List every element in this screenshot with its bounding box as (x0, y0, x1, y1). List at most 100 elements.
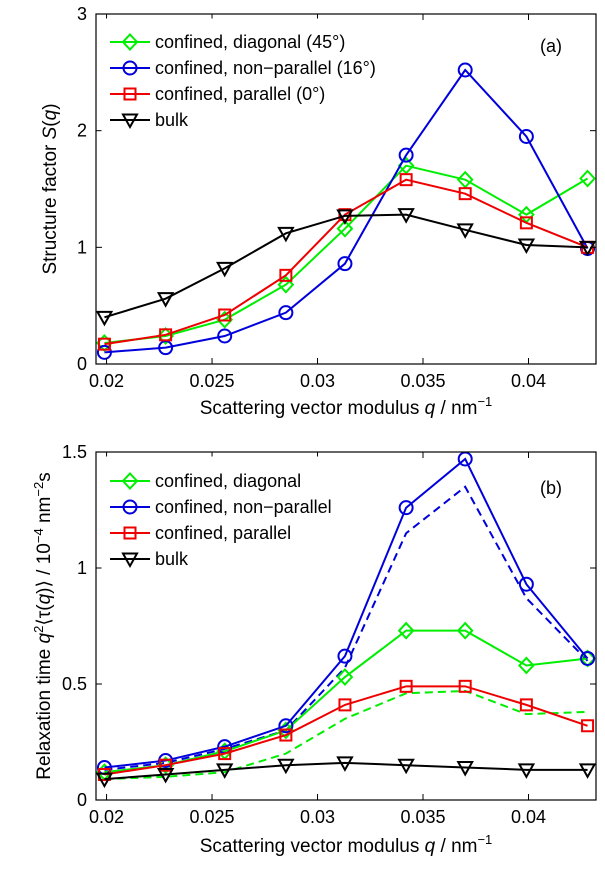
panel-label: (a) (540, 36, 562, 56)
data-point (336, 209, 354, 225)
panel-a: 0.02 0.025 0.03 0.035 0.04 0 1 2 3 Scattering ve… (40, 4, 597, 419)
data-point (456, 223, 474, 239)
legend-label: confined, parallel (155, 523, 291, 543)
data-point (456, 621, 474, 640)
legend-box (101, 18, 403, 134)
data-point (397, 208, 415, 224)
plot-frame (95, 13, 597, 365)
y-tick-label: 1.5 (62, 442, 87, 462)
data-point (578, 240, 597, 257)
x-tick-label: 0.035 (400, 371, 445, 391)
series-line (104, 213, 588, 319)
data-point (279, 268, 293, 282)
y-axis-label: Relaxation time q2⟨τ(q)⟩ / 10−4 nm−2s (31, 472, 55, 779)
x-tick-label: 0.02 (89, 807, 124, 827)
data-point (338, 698, 352, 712)
data-point (159, 328, 173, 342)
y-tick-label: 0 (77, 354, 87, 374)
y-tick-label: 1 (77, 237, 87, 257)
data-point (397, 758, 415, 775)
data-point (458, 679, 472, 693)
legend-label: bulk (155, 549, 189, 569)
x-tick-label: 0.035 (400, 807, 445, 827)
data-point (156, 292, 175, 308)
data-point (95, 310, 114, 327)
data-point (218, 308, 232, 322)
data-point (517, 763, 536, 779)
legend-label: confined, diagonal (155, 471, 301, 491)
legend-label: bulk (155, 110, 189, 130)
legend-marker (123, 87, 137, 101)
data-point (215, 763, 234, 779)
panel-b: 0.02 0.025 0.03 0.035 0.04 0 0.5 1 1.5 Scatterin… (31, 442, 597, 857)
data-point (579, 169, 596, 188)
data-point (519, 216, 533, 230)
data-point (95, 772, 114, 789)
legend-label: confined, non−parallel (155, 497, 332, 517)
dashed-series-line (104, 485, 589, 771)
data-point (578, 763, 597, 779)
data-point (456, 761, 474, 777)
data-point (218, 747, 232, 761)
y-axis-label: Structure factor S(q) (40, 103, 61, 274)
series-line (104, 685, 588, 776)
data-point (457, 62, 473, 78)
data-point (277, 275, 295, 294)
x-tick-label: 0.025 (190, 807, 235, 827)
y-tick-label: 1 (77, 558, 87, 578)
plot-frame (95, 451, 597, 801)
data-point (337, 256, 353, 272)
x-tick-label: 0.02 (89, 371, 124, 391)
data-point (159, 758, 173, 772)
series-line (104, 164, 589, 344)
data-point (336, 219, 354, 238)
data-point (398, 147, 414, 163)
data-point (399, 679, 413, 693)
data-point (337, 648, 353, 664)
x-tick-label: 0.025 (190, 371, 235, 391)
data-point (97, 337, 111, 351)
data-point (215, 261, 234, 278)
y-tick-label: 0.5 (62, 674, 87, 694)
data-point (278, 305, 294, 321)
x-axis-label: Scattering vector modulus q / nm−1 (200, 832, 493, 857)
data-point (399, 173, 413, 187)
legend-label: confined, non−parallel (16°) (155, 58, 376, 78)
legend-marker (123, 526, 137, 540)
legend-marker (122, 499, 138, 515)
series-line (104, 178, 588, 346)
series-line (104, 457, 589, 769)
legend-label: confined, parallel (0°) (155, 84, 325, 104)
data-point (279, 728, 293, 742)
data-point (96, 344, 112, 360)
data-point (581, 719, 595, 733)
data-point (458, 187, 472, 201)
data-point (580, 650, 596, 666)
data-point (518, 129, 534, 144)
legend-box (101, 456, 363, 572)
legend-marker (121, 113, 139, 130)
legend-marker (121, 472, 139, 490)
legend-marker (121, 33, 139, 51)
data-point (517, 238, 536, 255)
x-tick-label: 0.03 (300, 371, 335, 391)
data-point (518, 656, 535, 675)
data-point (277, 758, 295, 775)
x-axis-label: Scattering vector modulus q / nm−1 (200, 394, 493, 419)
data-point (336, 756, 354, 772)
legend-marker (122, 60, 138, 76)
legend-marker (121, 552, 139, 569)
x-tick-label: 0.04 (511, 371, 546, 391)
x-tick-label: 0.03 (300, 807, 335, 827)
data-point (278, 718, 294, 734)
data-point (156, 767, 175, 784)
x-tick-label: 0.04 (511, 807, 546, 827)
data-point (519, 698, 533, 712)
data-point (397, 621, 415, 640)
data-point (277, 226, 295, 243)
legend-label: confined, diagonal (45°) (155, 32, 345, 52)
data-point (336, 668, 354, 687)
panel-label: (b) (540, 478, 562, 498)
y-tick-label: 2 (77, 121, 87, 141)
